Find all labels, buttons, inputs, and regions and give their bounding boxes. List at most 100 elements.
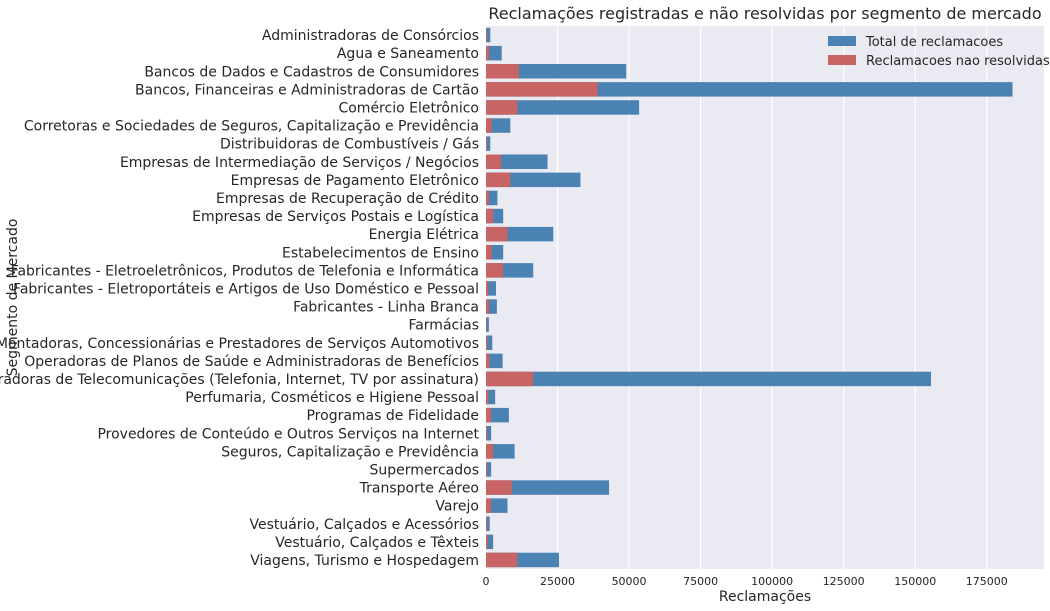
category-label: Fabricantes - Eletroportáteis e Artigos … — [13, 281, 479, 297]
bar-total — [486, 64, 627, 79]
category-label: Empresas de Recuperação de Crédito — [216, 191, 479, 207]
category-label: Provedores de Conteúdo e Outros Serviços… — [97, 426, 479, 442]
bar-unresolved — [486, 208, 494, 224]
legend-label-total: Total de reclamacoes — [865, 35, 1003, 50]
bar-total — [486, 426, 492, 441]
x-tick-label: 75000 — [683, 575, 718, 588]
bar-unresolved — [486, 552, 518, 568]
plot-area — [486, 26, 1044, 569]
category-label: Operadoras de Telecomunicações (Telefoni… — [0, 372, 479, 388]
category-label: Montadoras, Concessionárias e Prestadore… — [0, 336, 479, 352]
category-label: Seguros, Capitalização e Previdência — [221, 444, 479, 460]
bar-total — [486, 462, 492, 477]
x-tick-labels: 0 25000 50000 75000 100000 125000 150000 175000 — [483, 575, 1008, 588]
bar-unresolved — [486, 281, 489, 296]
bar-unresolved — [486, 516, 487, 531]
category-label: Comércio Eletrônico — [338, 100, 479, 116]
x-tick-label: 25000 — [540, 575, 575, 588]
grid-lines — [485, 26, 988, 569]
bar-unresolved — [486, 534, 488, 550]
bar-total — [486, 45, 502, 61]
category-label: Supermercados — [370, 462, 480, 478]
x-tick-label: 100000 — [751, 575, 793, 588]
legend-label-unresolved: Reclamacoes nao resolvidas — [866, 54, 1050, 69]
category-label: Vestuário, Calçados e Acessórios — [249, 517, 479, 533]
bar-total — [486, 136, 491, 151]
category-label: Fabricantes - Eletroeletrônicos, Produto… — [11, 263, 479, 279]
category-label: Varejo — [435, 499, 479, 515]
x-tick-label: 125000 — [823, 575, 865, 588]
category-label: Programas de Fidelidade — [306, 408, 479, 424]
category-label: Perfumaria, Cosméticos e Higiene Pessoal — [185, 390, 479, 406]
x-tick-label: 0 — [483, 575, 490, 588]
category-labels: Administradoras de Consórcios Agua e Sane… — [0, 28, 480, 569]
bar-unresolved — [486, 245, 492, 260]
bar-unresolved — [486, 136, 487, 151]
category-label: Operadoras de Planos de Saúde e Administ… — [24, 354, 479, 370]
category-label: Energia Elétrica — [369, 227, 479, 243]
bar-unresolved — [486, 118, 492, 133]
category-label: Agua e Saneamento — [337, 46, 479, 62]
bar-unresolved — [486, 172, 511, 188]
legend-swatch-total — [828, 36, 856, 46]
category-label: Vestuário, Calçados e Têxteis — [275, 535, 479, 551]
bar-total — [486, 534, 494, 550]
x-tick-label: 150000 — [894, 575, 936, 588]
bar-unresolved — [486, 299, 489, 314]
bar-unresolved — [486, 480, 512, 495]
bar-total — [486, 498, 508, 513]
bar-total — [486, 281, 497, 296]
category-label: Fabricantes - Linha Branca — [293, 300, 479, 316]
bar-unresolved — [486, 154, 502, 169]
bar-unresolved — [486, 498, 492, 513]
x-tick-label: 50000 — [612, 575, 647, 588]
bar-total — [486, 190, 498, 206]
category-label: Empresas de Intermediação de Serviços / … — [120, 155, 479, 171]
bar-unresolved — [486, 317, 487, 332]
bar-total — [486, 299, 497, 314]
bar-total — [486, 118, 511, 133]
bar-unresolved — [486, 371, 534, 387]
bar-unresolved — [486, 389, 489, 405]
bar-unresolved — [486, 407, 492, 423]
legend: Total de reclamacoes Reclamacoes nao res… — [828, 35, 1050, 69]
bar-total — [486, 100, 640, 115]
bar-unresolved — [486, 190, 489, 206]
bar-unresolved — [486, 27, 487, 43]
category-label: Empresas de Serviços Postais e Logística — [192, 209, 479, 225]
category-label: Corretoras e Sociedades de Seguros, Capi… — [24, 119, 479, 135]
x-axis-label: Reclamações — [719, 589, 811, 605]
bar-unresolved — [486, 462, 488, 477]
bar-total — [486, 353, 503, 369]
x-tick-label: 175000 — [966, 575, 1008, 588]
bar-total — [486, 335, 493, 350]
category-label: Viagens, Turismo e Hospedagem — [250, 553, 479, 569]
category-label: Distribuidoras de Combustíveis / Gás — [220, 137, 479, 153]
category-label: Farmácias — [408, 318, 479, 334]
y-axis-label: Segmento de Mercado — [5, 219, 21, 377]
category-label: Estabelecimentos de Ensino — [282, 245, 479, 261]
bar-unresolved — [486, 100, 518, 115]
category-label: Transporte Aéreo — [359, 481, 479, 497]
bar-total — [486, 480, 610, 495]
bar-total — [486, 516, 490, 531]
bar-total — [486, 317, 489, 332]
category-label: Empresas de Pagamento Eletrônico — [231, 173, 479, 189]
category-label: Bancos, Financeiras e Administradoras de… — [135, 82, 479, 98]
bar-unresolved — [486, 263, 504, 278]
bar-total — [486, 27, 491, 43]
bar-total — [486, 371, 931, 387]
bar-unresolved — [486, 444, 494, 459]
bar-total — [486, 407, 509, 423]
bar-total — [486, 389, 496, 405]
bar-unresolved — [486, 82, 598, 97]
bars — [486, 27, 1013, 568]
bar-unresolved — [486, 226, 508, 242]
bar-unresolved — [486, 353, 490, 369]
bar-unresolved — [486, 64, 519, 79]
legend-swatch-unresolved — [828, 55, 856, 65]
category-label: Bancos de Dados e Cadastros de Consumido… — [144, 64, 479, 80]
chart-title: Reclamações registradas e não resolvidas… — [488, 4, 1041, 23]
bar-unresolved — [486, 45, 489, 61]
